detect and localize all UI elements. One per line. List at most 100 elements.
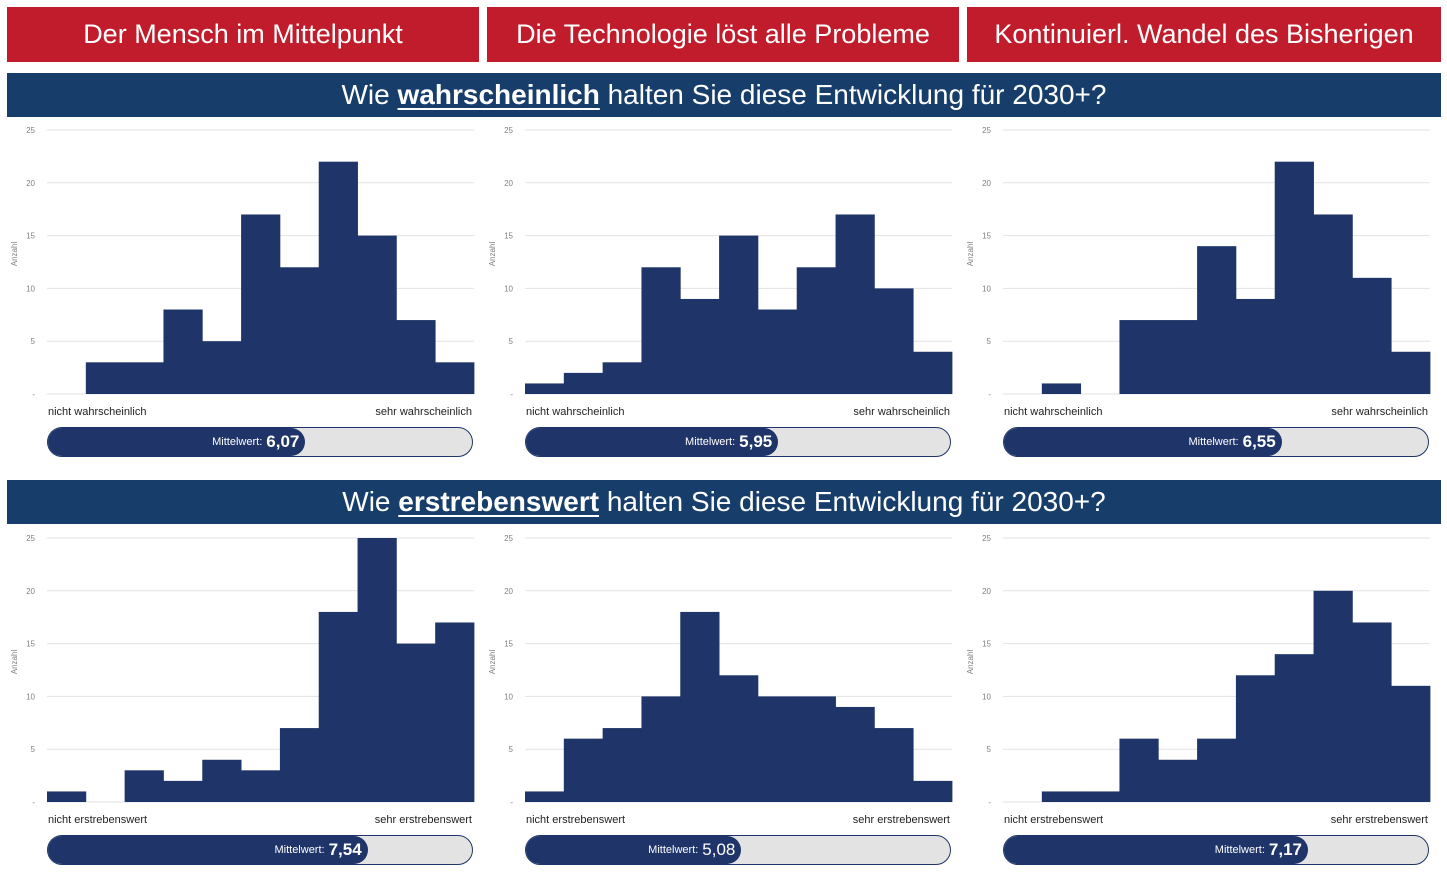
mean-label: Mittelwert: [212,436,263,448]
y-tick-label: 10 [982,692,991,701]
histogram-bar [563,738,604,802]
histogram-bar [1041,383,1082,394]
mean-value-text: Mittelwert: 6,07 [212,428,305,456]
mean-value: 5,95 [739,432,773,451]
y-tick-label: 25 [982,126,991,135]
y-tick-label: 15 [504,232,513,241]
histogram-bar [163,309,203,394]
y-tick-label: - [32,798,35,807]
mean-value-fill [526,836,742,864]
y-tick-label: 5 [987,337,992,346]
histogram-bar [525,383,565,394]
y-tick-label: 25 [982,534,991,543]
axis-label-low: nicht wahrscheinlich [1004,406,1103,418]
histogram-bar [396,643,436,802]
question-suffix: halten Sie diese Entwicklung für 2030+? [607,79,1107,110]
histogram-bar [525,791,565,802]
histogram-bar [124,770,164,802]
question-banner-likelihood: Wie wahrscheinlich halten Sie diese Entw… [7,73,1441,117]
y-axis-label: Anzahl [488,650,497,675]
histogram-bar [1274,654,1314,802]
y-axis-label: Anzahl [488,242,497,267]
mean-value-bar: Mittelwert: 5,08 [525,835,951,865]
axis-label-high: sehr erstrebenswert [852,814,950,826]
histogram-bar [641,696,681,802]
histogram-bar [1080,791,1120,802]
y-tick-label: 10 [26,692,35,701]
y-tick-label: 5 [987,745,992,754]
histogram-bar [757,696,798,802]
y-tick-label: 10 [504,692,513,701]
histogram-bar [1313,590,1353,802]
histogram-bar [279,267,320,394]
y-tick-label: 25 [504,534,513,543]
mean-label: Mittelwert: [1214,844,1265,856]
histogram-bar [1313,214,1353,394]
histogram-bar [757,309,798,394]
histogram-bar [602,362,642,394]
histogram-panel: - 5 10 15 20 25 Anzahl nicht erstrebenswert sehr… [963,528,1433,878]
histogram-bar [163,780,203,802]
y-tick-label: 10 [504,284,513,293]
histogram-bar [241,770,281,802]
mean-value-bar: Mittelwert: 7,17 [1003,835,1429,865]
histogram-bar [719,675,759,802]
histogram-bar [796,267,836,394]
histogram-panel: - 5 10 15 20 25 Anzahl nicht erstrebenswert sehr… [7,528,477,878]
y-tick-label: 25 [26,126,35,135]
axis-label-high: sehr erstrebenswert [1330,814,1428,826]
histogram-bar [47,791,87,802]
histogram-bar [357,538,397,802]
mean-value-text: Mittelwert: 6,55 [1189,428,1282,456]
histogram-bar [279,728,320,802]
y-tick-label: - [510,390,513,399]
mean-value-bar: Mittelwert: 6,07 [47,427,473,457]
histogram-bar [563,372,604,394]
y-tick-label: 15 [504,640,513,649]
mean-value-fill [48,836,368,864]
mean-value-text: Mittelwert: 7,17 [1215,836,1308,864]
histogram-panel: - 5 10 15 20 25 Anzahl nicht erstrebenswert sehr… [485,528,955,878]
axis-label-low: nicht wahrscheinlich [48,406,147,418]
histogram-bar [680,298,720,394]
y-tick-label: 20 [982,587,991,596]
axis-label-low: nicht erstrebenswert [526,814,626,826]
histogram-bar [1197,738,1237,802]
axis-label-high: sehr erstrebenswert [374,814,472,826]
y-axis-label: Anzahl [10,242,19,267]
question-prefix: Wie [341,79,390,110]
histogram-svg: - 5 10 15 20 25 Anzahl [488,534,953,807]
question-suffix: halten Sie diese Entwicklung für 2030+? [606,486,1106,517]
histogram-bar [1235,675,1276,802]
y-axis-label: Anzahl [966,242,975,267]
histogram-bar [202,759,242,802]
mean-value: 6,55 [1242,432,1276,451]
histogram-bar [85,362,126,394]
scenario-header-1: Der Mensch im Mittelpunkt [7,7,479,62]
question-banner-desirability: Wie erstrebenswert halten Sie diese Entw… [7,480,1441,524]
y-tick-label: 5 [31,337,36,346]
y-tick-label: 5 [509,745,514,754]
mean-value-fill [1004,428,1282,456]
histogram-svg: - 5 10 15 20 25 Anzahl [10,126,475,399]
y-tick-label: 20 [26,587,35,596]
mean-value-text: Mittelwert: 5,08 [648,836,741,864]
mean-value-bar: Mittelwert: 7,54 [47,835,473,865]
axis-label-low: nicht erstrebenswert [48,814,148,826]
y-tick-label: 15 [982,640,991,649]
y-tick-label: 20 [504,179,513,188]
histogram-bar [1119,738,1159,802]
mean-value-fill [526,428,779,456]
histogram-bar [1235,298,1276,394]
axis-label-low: nicht erstrebenswert [1004,814,1104,826]
histogram-bar [357,235,397,394]
mean-value-bar: Mittelwert: 6,55 [1003,427,1429,457]
axis-label-high: sehr wahrscheinlich [375,406,472,418]
histogram-svg: - 5 10 15 20 25 Anzahl [10,534,475,807]
question-highlight: erstrebenswert [398,486,600,517]
question-prefix: Wie [342,486,391,517]
mean-value-text: Mittelwert: 7,54 [274,836,367,864]
mean-label: Mittelwert: [648,844,699,856]
mean-value-fill [1004,836,1308,864]
y-tick-label: 15 [26,232,35,241]
